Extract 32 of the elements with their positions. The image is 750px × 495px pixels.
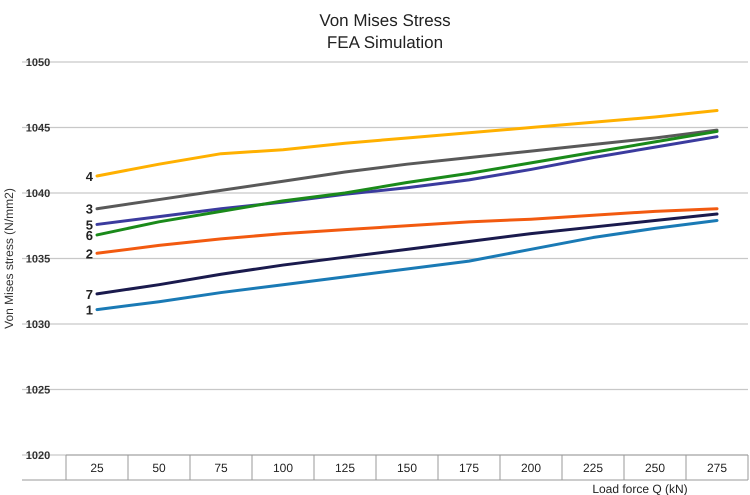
y-tick-label: 1025 — [26, 384, 50, 396]
x-tick-label: 25 — [90, 461, 104, 475]
line-series — [96, 207, 718, 255]
y-axis-title: Von Mises stress (N/mm2) — [2, 188, 16, 329]
line-series — [96, 108, 718, 178]
series-label: 7 — [86, 286, 93, 302]
y-tick-label: 1020 — [26, 450, 50, 462]
y-tick-label: 1030 — [26, 319, 50, 331]
x-tick-label: 150 — [396, 461, 418, 475]
series-label: 3 — [86, 202, 93, 217]
x-tick-label: 275 — [706, 461, 728, 475]
y-tick-label: 1035 — [26, 254, 50, 266]
chart-title: Von Mises Stress — [319, 11, 451, 30]
series-label: 1 — [86, 302, 93, 318]
line-series — [96, 219, 718, 312]
x-tick-label: 225 — [582, 461, 604, 475]
chart-subtitle: FEA Simulation — [326, 33, 444, 52]
x-tick-label: 125 — [334, 461, 356, 475]
series-label: 2 — [86, 246, 93, 262]
x-tick-label: 200 — [520, 461, 542, 475]
series-label: 4 — [86, 168, 94, 184]
x-tick-label: 50 — [152, 461, 166, 475]
x-tick-label: 100 — [272, 461, 294, 475]
x-tick-label: 75 — [214, 461, 228, 475]
x-tick-label: 175 — [458, 461, 480, 475]
y-tick-label: 1045 — [26, 122, 50, 134]
series-label: 5 — [86, 217, 93, 232]
y-tick-label: 1050 — [26, 57, 50, 69]
line-series — [96, 212, 718, 296]
x-tick-label: 250 — [644, 461, 666, 475]
y-tick-label: 1040 — [26, 188, 50, 200]
line-series — [96, 128, 718, 210]
